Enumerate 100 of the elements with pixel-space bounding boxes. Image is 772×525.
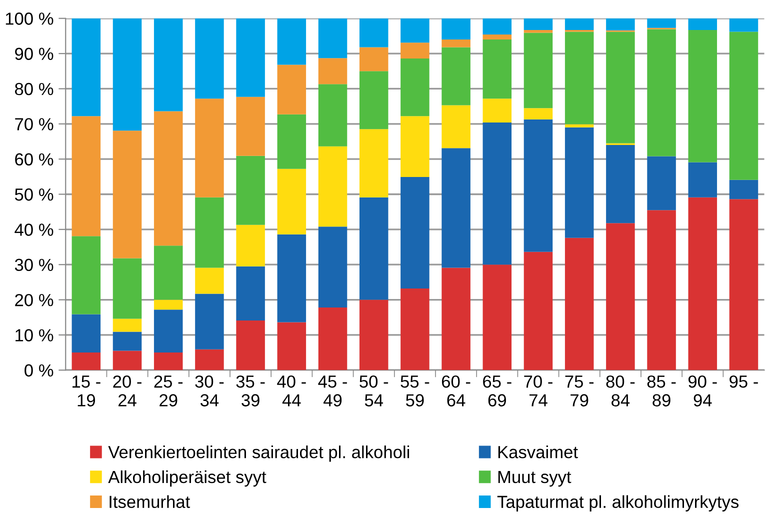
bar <box>359 129 388 198</box>
x-tick-label: 75 - 79 <box>565 376 594 406</box>
bar <box>277 114 306 169</box>
bar <box>729 32 758 180</box>
x-tick-label: 50 - 54 <box>360 375 388 406</box>
bar <box>524 30 553 33</box>
bar <box>564 18 594 30</box>
y-tick-label: 40 % <box>14 224 54 236</box>
bar <box>72 352 101 370</box>
x-tick-label: 40 - 44 <box>277 375 306 406</box>
legend-label: Itsemurhat <box>110 495 190 508</box>
bar <box>647 210 676 370</box>
bar <box>318 226 348 308</box>
bar <box>400 42 430 58</box>
bar <box>482 39 512 99</box>
bar <box>729 199 758 370</box>
bar <box>236 96 265 156</box>
bar <box>400 18 430 43</box>
bar <box>564 127 594 238</box>
bar <box>606 32 635 144</box>
bar <box>482 34 512 40</box>
bar <box>442 47 470 106</box>
bar <box>195 349 224 370</box>
bar <box>564 124 594 128</box>
y-tick-label: 50 % <box>14 188 54 201</box>
bar <box>72 236 101 314</box>
bar <box>524 108 553 120</box>
y-tick-label: 10 % <box>16 329 54 342</box>
bar <box>154 111 183 246</box>
bar <box>236 320 265 370</box>
bar <box>195 268 224 294</box>
x-tick-label: 30 - 34 <box>195 375 224 406</box>
y-tick-label: 0 % <box>24 364 54 377</box>
y-tick-label: 30 % <box>14 258 54 272</box>
bar <box>442 105 470 148</box>
bar <box>564 32 594 124</box>
bar <box>195 294 224 350</box>
bar <box>72 314 101 353</box>
x-tick-label: 95 - <box>730 375 758 388</box>
x-tick-label: 45 - 49 <box>318 376 347 406</box>
y-tick-label: 60 % <box>15 153 54 166</box>
bar <box>482 122 512 265</box>
legend-label: Verenkiertoelinten sairaudet pl. alkoholi <box>108 446 410 462</box>
bar <box>236 224 265 266</box>
y-tick-label: 90 % <box>15 48 54 60</box>
x-tick-label: 85 - 89 <box>647 375 676 406</box>
y-tick-label: 100 % <box>6 12 54 25</box>
bar <box>277 168 306 234</box>
bar <box>195 197 224 268</box>
bar <box>112 332 142 351</box>
bar <box>154 246 183 300</box>
bar <box>482 18 512 35</box>
bar <box>277 64 306 114</box>
bar <box>318 146 348 227</box>
bar <box>524 252 553 370</box>
bar <box>154 310 183 353</box>
bar <box>400 58 430 116</box>
legend-label: Tapaturmat pl. alkoholimyrkytys <box>497 495 739 512</box>
bar <box>729 18 758 32</box>
x-tick-label: 20 - 24 <box>113 375 142 406</box>
bar <box>524 119 553 252</box>
y-tick-label: 20 % <box>15 294 54 306</box>
bar <box>154 18 183 112</box>
bar <box>154 300 183 310</box>
bar <box>72 18 101 116</box>
bar <box>442 268 470 370</box>
bar <box>236 156 265 225</box>
bar <box>647 18 676 28</box>
x-tick-label: 15 - 19 <box>72 376 100 406</box>
y-tick-label: 70 % <box>15 118 54 130</box>
bar <box>195 18 224 99</box>
bar <box>564 238 594 370</box>
bar <box>688 30 718 162</box>
bar <box>482 264 512 370</box>
bar <box>359 18 388 48</box>
bar <box>236 18 265 97</box>
bar <box>359 71 388 130</box>
bar <box>442 39 470 48</box>
bar <box>482 98 512 122</box>
bar <box>647 29 676 156</box>
bar <box>524 32 553 108</box>
bar <box>688 18 718 30</box>
bar <box>236 266 265 321</box>
x-tick-label: 70 - 74 <box>524 375 552 406</box>
bar <box>606 223 635 370</box>
x-tick-label: 35 - 39 <box>236 375 265 406</box>
bar <box>606 145 635 224</box>
y-tick-label: 80 % <box>15 82 54 96</box>
bar <box>318 84 348 146</box>
bar <box>318 18 348 58</box>
bar <box>688 162 718 198</box>
legend-label: Muut syyt <box>498 471 572 487</box>
bar <box>318 308 348 370</box>
x-tick-label: 65 - 69 <box>483 375 512 406</box>
bar <box>359 47 388 72</box>
bar <box>647 156 676 210</box>
bar <box>195 98 224 198</box>
bar <box>277 322 306 370</box>
bar <box>359 300 388 370</box>
bar <box>442 18 470 40</box>
